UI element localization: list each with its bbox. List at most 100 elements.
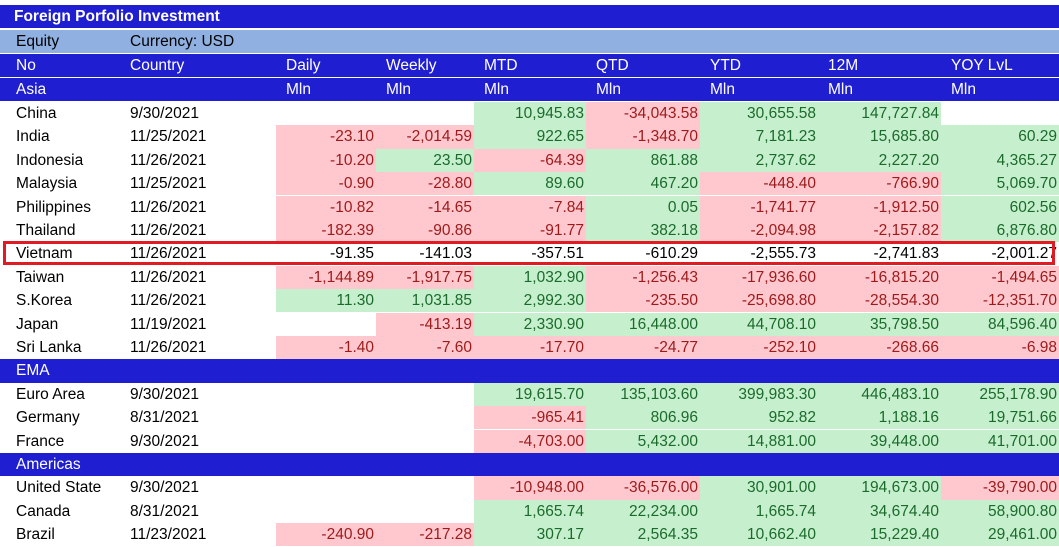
header-row-top: No Country Daily Weekly MTD QTD YTD 12M YOY LvL — [0, 54, 1059, 78]
value-cell: -4,703.00 — [474, 429, 586, 453]
value-cell: -766.90 — [818, 172, 941, 196]
value-cell: -10,948.00 — [474, 476, 586, 500]
value-cell: 952.82 — [700, 406, 818, 430]
country-cell: Germany — [16, 409, 80, 427]
value-cell: 44,708.10 — [700, 312, 818, 336]
date-cell: 9/30/2021 — [130, 479, 199, 497]
country-cell: Vietnam — [16, 245, 73, 263]
value-cell: 0.05 — [586, 195, 700, 219]
value-cell: -141.03 — [419, 245, 472, 263]
value-cell: -0.90 — [276, 172, 376, 196]
value-cell: -91.35 — [330, 245, 374, 263]
value-cell: -90.86 — [376, 219, 474, 243]
region-label: Americas — [16, 456, 81, 473]
value-cell: 58,900.80 — [941, 499, 1059, 524]
value-cell: 194,673.00 — [818, 476, 941, 500]
country-cell: Malaysia — [16, 175, 78, 193]
header-top-3: Weekly — [386, 57, 437, 74]
value-cell: -217.28 — [376, 523, 474, 547]
value-cell: 16,448.00 — [586, 312, 700, 336]
country-cell: Canada — [16, 502, 71, 520]
value-cell: -17,936.60 — [700, 265, 818, 290]
value-cell: -25,698.80 — [700, 289, 818, 313]
value-cell: 39,448.00 — [818, 429, 941, 453]
country-cell: China — [16, 105, 57, 122]
header-bottom-6: Mln — [710, 81, 735, 98]
value-cell: 2,992.30 — [474, 289, 586, 313]
value-cell — [376, 430, 474, 453]
value-cell — [276, 383, 376, 406]
value-cell: 922.65 — [474, 125, 586, 149]
value-cell: 1,665.74 — [700, 499, 818, 524]
value-cell: 29,461.00 — [941, 523, 1059, 547]
table-row: Vietnam 11/26/2021 -91.35 -141.03 -357.51 -61… — [0, 242, 1059, 265]
value-cell: 15,229.40 — [818, 523, 941, 547]
value-cell: 41,701.00 — [941, 429, 1059, 453]
date-cell: 11/26/2021 — [130, 222, 207, 239]
value-cell — [276, 476, 376, 499]
value-cell: -2,741.83 — [873, 245, 940, 263]
table-row: Canada 8/31/2021 1,665.74 22,234.00 1,665.74… — [0, 499, 1059, 524]
value-cell: 602.56 — [941, 195, 1059, 219]
value-cell: -39,790.00 — [941, 476, 1059, 500]
value-cell: -2,157.82 — [818, 219, 941, 243]
date-cell: 11/26/2021 — [130, 339, 207, 356]
table-title: Foreign Porfolio Investment — [14, 8, 220, 25]
value-cell: -1,144.89 — [276, 265, 376, 290]
date-cell: 11/25/2021 — [130, 175, 207, 193]
value-cell: 14,881.00 — [700, 429, 818, 453]
value-cell: -64.39 — [474, 148, 586, 173]
date-cell: 9/30/2021 — [130, 385, 199, 403]
value-cell: 2,737.62 — [700, 148, 818, 173]
value-cell: -413.19 — [376, 312, 474, 336]
date-cell: 8/31/2021 — [130, 502, 199, 520]
date-cell: 11/26/2021 — [130, 292, 207, 310]
value-cell: -268.66 — [818, 336, 941, 360]
value-cell: 6,876.80 — [941, 219, 1059, 243]
region-label: EMA — [16, 362, 50, 380]
value-cell: 2,227.20 — [818, 148, 941, 173]
date-cell: 8/31/2021 — [130, 409, 199, 427]
value-cell: 1,665.74 — [474, 499, 586, 524]
value-cell: -235.50 — [586, 289, 700, 313]
table-row: Malaysia 11/25/2021 -0.90 -28.80 89.60 467.20… — [0, 172, 1059, 196]
value-cell: -240.90 — [276, 523, 376, 547]
value-cell: 19,751.66 — [941, 406, 1059, 430]
value-cell: 1,188.16 — [818, 406, 941, 430]
value-cell: -965.41 — [474, 406, 586, 430]
country-cell: S.Korea — [16, 292, 73, 310]
header-bottom-2: Mln — [286, 81, 311, 98]
region-row: EMA — [0, 359, 1059, 383]
table-row: Indonesia 11/26/2021 -10.20 23.50 -64.39 861.… — [0, 148, 1059, 173]
value-cell: -24.77 — [586, 336, 700, 360]
country-cell: Sri Lanka — [16, 339, 82, 356]
value-cell: 861.88 — [586, 148, 700, 173]
date-cell: 11/26/2021 — [130, 268, 207, 286]
header-row-bottom: Asia Mln Mln Mln Mln Mln Mln Mln — [0, 78, 1059, 102]
country-cell: Brazil — [16, 526, 55, 544]
header-bottom-0: Asia — [16, 81, 47, 98]
equity-row: Equity Currency: USD — [0, 30, 1059, 54]
value-cell: -1,741.77 — [700, 195, 818, 219]
table-title-row: Foreign Porfolio Investment — [0, 5, 1059, 29]
value-cell: 4,365.27 — [941, 148, 1059, 173]
value-cell: -23.10 — [276, 125, 376, 149]
date-cell: 11/19/2021 — [130, 315, 207, 333]
value-cell: -252.10 — [700, 336, 818, 360]
country-cell: France — [16, 432, 65, 450]
value-cell: 89.60 — [474, 172, 586, 196]
value-cell: -10.82 — [276, 195, 376, 219]
value-cell: -1,917.75 — [376, 265, 474, 290]
value-cell — [941, 102, 1059, 125]
date-cell: 11/25/2021 — [130, 128, 207, 146]
value-cell: 7,181.23 — [700, 125, 818, 149]
value-cell: -28.80 — [376, 172, 474, 196]
value-cell — [376, 406, 474, 429]
header-bottom-5: Mln — [596, 81, 621, 98]
value-cell: 147,727.84 — [818, 102, 941, 126]
value-cell: 84,596.40 — [941, 312, 1059, 336]
value-cell: -2,555.73 — [750, 245, 817, 263]
value-cell: -34,043.58 — [586, 102, 700, 126]
table-row: Brazil 11/23/2021 -240.90 -217.28 307.17 2,56… — [0, 523, 1059, 547]
